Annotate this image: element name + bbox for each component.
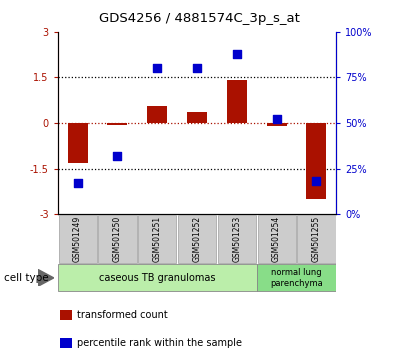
Bar: [227, 80, 247, 123]
Text: percentile rank within the sample: percentile rank within the sample: [77, 338, 242, 348]
Bar: [218, 215, 256, 263]
Bar: [147, 106, 167, 123]
Bar: [60, 310, 72, 320]
Text: GSM501254: GSM501254: [272, 216, 281, 262]
Bar: [58, 264, 257, 291]
Point: [154, 65, 160, 71]
Text: GSM501252: GSM501252: [193, 216, 201, 262]
Bar: [107, 123, 127, 125]
Bar: [60, 338, 72, 348]
Point: [313, 178, 320, 184]
Text: GDS4256 / 4881574C_3p_s_at: GDS4256 / 4881574C_3p_s_at: [99, 12, 299, 25]
Text: GSM501250: GSM501250: [113, 216, 122, 262]
Bar: [98, 215, 137, 263]
Bar: [187, 112, 207, 123]
Bar: [258, 215, 296, 263]
Text: GSM501253: GSM501253: [232, 216, 241, 262]
Bar: [297, 215, 336, 263]
Bar: [178, 215, 216, 263]
Text: normal lung
parenchyma: normal lung parenchyma: [270, 268, 323, 287]
Point: [194, 65, 200, 71]
Bar: [306, 123, 326, 199]
Bar: [257, 264, 336, 291]
Text: GSM501255: GSM501255: [312, 216, 321, 262]
Polygon shape: [38, 269, 54, 286]
Text: cell type: cell type: [4, 273, 49, 283]
Text: caseous TB granulomas: caseous TB granulomas: [99, 273, 215, 283]
Text: GSM501251: GSM501251: [153, 216, 162, 262]
Point: [234, 51, 240, 57]
Point: [273, 116, 280, 122]
Point: [114, 153, 121, 159]
Point: [74, 180, 81, 186]
Text: transformed count: transformed count: [77, 310, 168, 320]
Bar: [138, 215, 176, 263]
Bar: [59, 215, 97, 263]
Bar: [267, 123, 287, 126]
Text: GSM501249: GSM501249: [73, 216, 82, 262]
Bar: [68, 123, 88, 162]
